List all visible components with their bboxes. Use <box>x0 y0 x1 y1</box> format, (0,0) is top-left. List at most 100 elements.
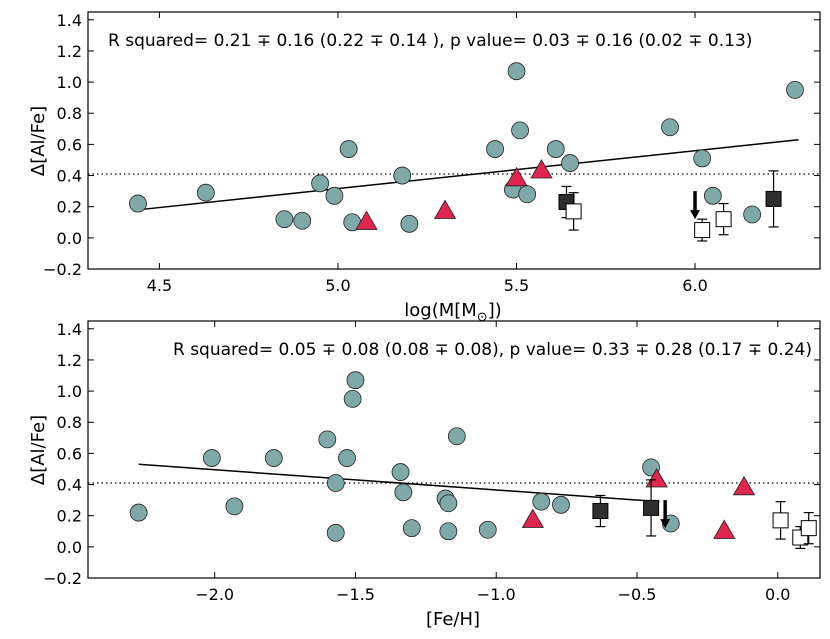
bottom-fit-line <box>138 463 660 503</box>
top-ytick-label-1: 0.0 <box>57 229 82 248</box>
bottom-y-axis-label: Δ[Al/Fe] <box>28 415 49 485</box>
bottom-circles-point-2 <box>225 497 244 516</box>
bottom-open-squares-point-2 <box>800 520 817 537</box>
top-circles-point-1 <box>196 183 215 202</box>
top-plot-frame <box>87 11 821 270</box>
bottom-ytick-label-7: 1.2 <box>57 351 82 370</box>
top-ytick-label-4: 0.6 <box>57 135 82 154</box>
top-circles-point-14 <box>518 185 537 204</box>
top-ytick-label-2: 0.2 <box>57 198 82 217</box>
top-ytick-label-7: 1.2 <box>57 42 82 61</box>
top-data-marks <box>88 62 820 242</box>
top-circles-point-12 <box>507 62 526 81</box>
bottom-circles-point-12 <box>402 519 421 538</box>
bottom-axis-ticks: −0.2 0.0 0.2 0.4 0.6 0.8 1.0 1.2 1.4 −2.0 −1.5 −1.0… <box>43 320 820 604</box>
top-circles-point-5 <box>325 186 344 205</box>
bottom-circles-point-7 <box>338 449 356 467</box>
top-open-squares-point-0 <box>565 203 582 220</box>
bottom-circles-point-10 <box>391 463 410 481</box>
bottom-circles-point-8 <box>343 389 362 408</box>
top-circles-point-17 <box>661 118 679 137</box>
top-triangles-point-0 <box>355 210 378 230</box>
top-circles-point-21 <box>786 80 804 99</box>
bottom-xtick-label-3: −0.5 <box>618 585 657 604</box>
bottom-ytick-label-3: 0.4 <box>57 476 82 495</box>
top-triangles-point-1 <box>433 199 457 219</box>
top-xtick-label-1: 5.0 <box>325 276 350 295</box>
bottom-triangles-point-3 <box>732 475 756 496</box>
top-circles-point-8 <box>393 166 412 185</box>
bottom-data-marks <box>88 371 820 550</box>
top-annotation: R squared= 0.21 ∓ 0.16 (0.22 ∓ 0.14 ), p… <box>108 31 752 51</box>
top-circles-point-15 <box>546 140 565 158</box>
bottom-ytick-label-5: 0.8 <box>57 413 82 432</box>
top-triangles-point-3 <box>530 159 553 179</box>
bottom-ytick-label-2: 0.2 <box>57 507 82 526</box>
bottom-circles-point-14 <box>439 494 458 513</box>
bottom-filled-squares-point-0 <box>592 503 609 520</box>
bottom-circles-point-1 <box>202 449 221 467</box>
bottom-plot-frame <box>87 320 821 579</box>
top-circles-point-19 <box>703 186 722 205</box>
bottom-ytick-label-0: −0.2 <box>43 569 82 588</box>
bottom-circles-point-4 <box>318 430 337 449</box>
bottom-ytick-label-1: 0.0 <box>57 538 82 557</box>
top-upper-limit-point-0-head <box>690 210 701 220</box>
bottom-clipped-marks <box>88 371 820 550</box>
top-circles-point-16 <box>561 154 579 172</box>
bottom-filled-squares-point-1 <box>643 499 660 516</box>
bottom-panel: −0.2 0.0 0.2 0.4 0.6 0.8 1.0 1.2 1.4 −2.0 −1.5 −1.0… <box>28 320 821 630</box>
top-ytick-label-0: −0.2 <box>43 260 82 279</box>
top-xtick-label-2: 5.5 <box>504 276 529 295</box>
top-ytick-label-6: 1.0 <box>57 73 82 92</box>
top-circles-point-4 <box>311 174 329 193</box>
top-circles-point-13 <box>511 121 529 140</box>
bottom-triangles-point-0 <box>521 508 544 528</box>
bottom-circles-point-11 <box>394 483 413 502</box>
top-circles-point-3 <box>293 211 312 230</box>
bottom-circles-point-17 <box>478 520 497 539</box>
bottom-xtick-label-0: −2.0 <box>195 585 234 604</box>
bottom-upper-limit-point-0-head <box>660 519 671 529</box>
bottom-xtick-label-4: 0.0 <box>765 585 790 604</box>
top-ytick-label-3: 0.4 <box>57 167 82 186</box>
top-axis-ticks: −0.2 0.0 0.2 0.4 0.6 0.8 1.0 1.2 1.4 4.5 5.0 5.5 6.0 <box>43 11 820 295</box>
top-circles-point-9 <box>400 214 419 233</box>
bottom-circles-point-15 <box>439 522 458 541</box>
bottom-circles-point-9 <box>346 371 365 390</box>
bottom-ytick-label-8: 1.4 <box>57 320 82 339</box>
top-clipped-marks <box>88 62 820 242</box>
bottom-open-squares-point-0 <box>772 512 789 529</box>
bottom-triangles-point-2 <box>713 519 736 539</box>
top-open-squares-point-2 <box>715 211 732 228</box>
bottom-ytick-label-6: 1.0 <box>57 382 82 401</box>
top-fit-line <box>137 138 799 211</box>
top-xtick-label-3: 6.0 <box>682 276 707 295</box>
bottom-ytick-label-4: 0.6 <box>57 444 82 463</box>
bottom-circles-point-5 <box>326 474 345 492</box>
top-circles-point-2 <box>275 210 294 229</box>
top-xtick-label-0: 4.5 <box>147 276 172 295</box>
top-circles-point-6 <box>339 140 358 158</box>
top-open-squares-point-1 <box>694 222 711 239</box>
top-panel: −0.2 0.0 0.2 0.4 0.6 0.8 1.0 1.2 1.4 4.5 5.0 5.5 6.0… <box>28 11 821 325</box>
top-ytick-label-5: 0.8 <box>57 104 82 123</box>
bottom-annotation: R squared= 0.05 ∓ 0.08 (0.08 ∓ 0.08), p … <box>173 340 812 360</box>
top-triangles-point-2 <box>505 166 528 187</box>
top-ytick-label-8: 1.4 <box>57 11 82 30</box>
top-x-axis-label: log(M[M⊙]) <box>404 300 502 325</box>
bottom-circles-point-0 <box>129 503 148 522</box>
top-circles-point-20 <box>743 205 762 224</box>
bottom-x-axis-label: [Fe/H] <box>426 609 480 630</box>
top-y-axis-label: Δ[Al/Fe] <box>28 106 49 176</box>
top-circles-point-0 <box>129 194 147 213</box>
bottom-circles-point-6 <box>326 523 345 542</box>
bottom-xtick-label-1: −1.5 <box>336 585 375 604</box>
bottom-circles-point-3 <box>264 449 283 467</box>
bottom-circles-point-18 <box>532 492 551 511</box>
bottom-circles-point-19 <box>552 495 570 514</box>
top-circles-point-10 <box>486 140 504 158</box>
bottom-circles-point-16 <box>447 427 466 446</box>
bottom-xtick-label-2: −1.0 <box>477 585 516 604</box>
